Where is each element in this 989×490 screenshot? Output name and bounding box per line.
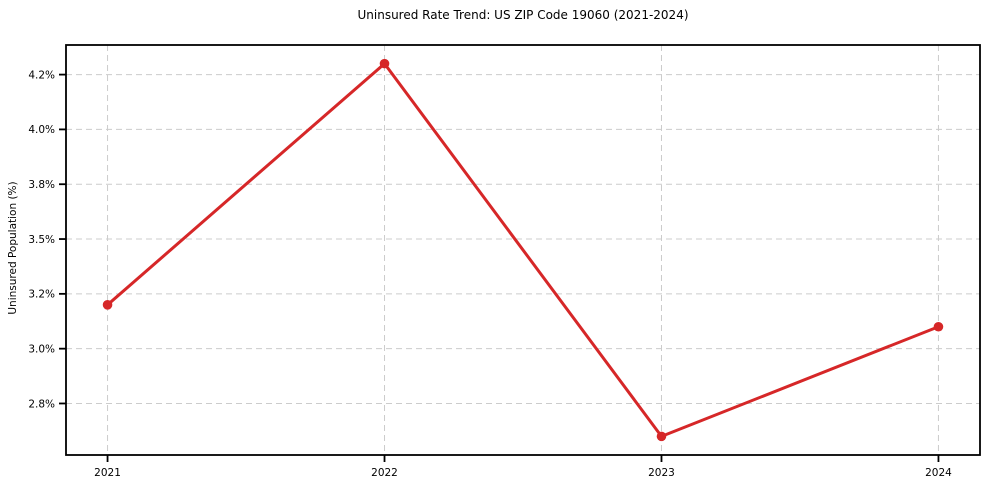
- chart-title: Uninsured Rate Trend: US ZIP Code 19060 …: [357, 8, 689, 22]
- data-point-marker: [379, 58, 390, 69]
- x-tick-label: 2021: [94, 467, 121, 479]
- trend-line: [106, 62, 940, 438]
- x-tick-label: 2022: [371, 467, 398, 479]
- plot-border: [65, 44, 981, 456]
- y-tick-label: 3.5%: [28, 234, 55, 246]
- y-tick-label: 3.8%: [28, 179, 55, 191]
- y-tick-label: 2.8%: [28, 398, 55, 410]
- y-tick-label: 4.2%: [28, 69, 55, 81]
- y-tick-label: 3.2%: [28, 289, 55, 301]
- x-tick-label: 2023: [648, 467, 675, 479]
- data-point-marker: [102, 300, 113, 310]
- y-tick-label: 4.0%: [28, 124, 55, 136]
- x-tick-label: 2024: [925, 467, 952, 479]
- data-point-marker: [933, 321, 944, 332]
- y-tick-label: 3.0%: [28, 343, 55, 355]
- data-point-marker: [656, 431, 667, 442]
